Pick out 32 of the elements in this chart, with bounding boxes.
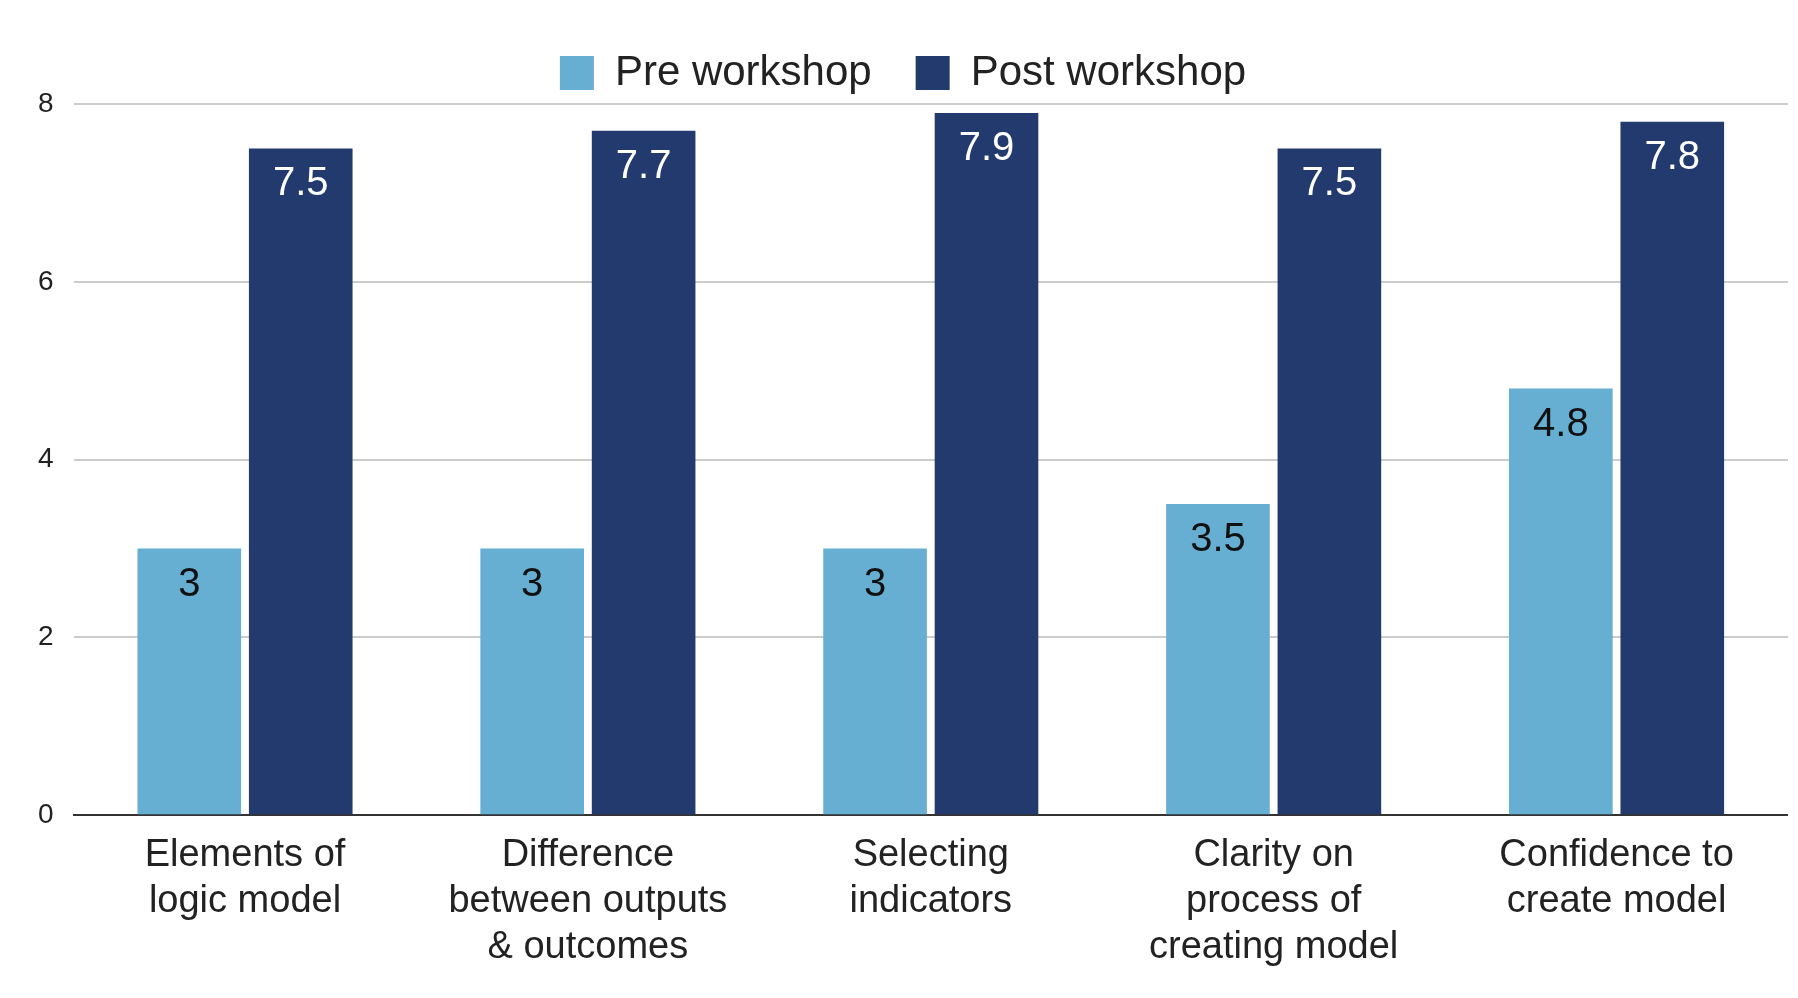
bar xyxy=(591,130,696,815)
bar xyxy=(1620,121,1725,815)
x-tick-label: Clarity on process of creating model xyxy=(1149,832,1399,966)
legend-label: Post workshop xyxy=(970,46,1247,94)
data-label: 3.5 xyxy=(1190,515,1246,560)
bar xyxy=(823,548,927,815)
x-tick-label: Selecting indicators xyxy=(849,832,1013,921)
y-tick-label: 0 xyxy=(37,797,54,829)
data-label: 7.8 xyxy=(1644,132,1701,177)
x-tick-label: Confidence to create model xyxy=(1499,832,1734,921)
data-label: 4.8 xyxy=(1533,399,1589,444)
bar xyxy=(1509,388,1613,815)
y-tick-label: 8 xyxy=(37,86,54,118)
data-label: 7.5 xyxy=(1301,159,1358,204)
data-label: 3 xyxy=(521,559,544,604)
bar xyxy=(248,148,353,815)
y-tick-label: 6 xyxy=(37,264,54,296)
x-tick-label: Difference between outputs & outcomes xyxy=(448,832,728,966)
bar xyxy=(1277,148,1382,815)
data-label: 7.5 xyxy=(272,159,329,204)
y-tick-label: 2 xyxy=(37,620,54,652)
data-label: 3 xyxy=(863,559,887,604)
data-label: 7.7 xyxy=(615,141,672,186)
legend-label: Pre workshop xyxy=(614,46,872,94)
bar xyxy=(480,548,584,815)
bar xyxy=(1166,504,1270,815)
bar xyxy=(137,548,242,815)
bar xyxy=(934,112,1039,815)
data-label: 7.9 xyxy=(958,123,1015,168)
y-tick-label: 4 xyxy=(37,442,54,474)
data-label: 3 xyxy=(178,559,201,604)
x-tick-label: Elements of logic model xyxy=(144,832,346,921)
